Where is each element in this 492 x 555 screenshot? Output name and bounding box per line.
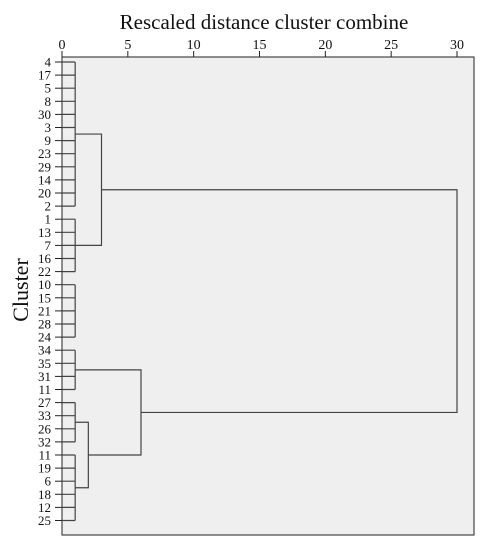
leaf-label: 31 — [38, 369, 51, 384]
leaf-label: 25 — [38, 513, 51, 528]
leaf-label: 17 — [38, 68, 52, 83]
plot-area — [61, 56, 475, 536]
leaf-label: 19 — [38, 461, 51, 476]
chart-title: Rescaled distance cluster combine — [120, 10, 409, 34]
leaf-label: 16 — [38, 251, 52, 266]
dendro-link — [62, 218, 76, 273]
leaf-label: 18 — [38, 487, 51, 502]
dendro-link — [62, 454, 76, 522]
y-axis-label: Cluster — [8, 258, 33, 322]
leaf-label: 13 — [38, 225, 51, 240]
leaf-label: 24 — [38, 330, 52, 345]
dendro-link — [101, 189, 458, 414]
x-tick-label: 0 — [59, 38, 66, 53]
dendro-link — [75, 421, 89, 489]
dendro-link — [62, 61, 76, 207]
leaf-label: 10 — [38, 277, 51, 292]
leaf-label: 12 — [38, 500, 51, 515]
leaf-label: 33 — [38, 408, 51, 423]
leaf-label: 14 — [38, 172, 52, 187]
leaf-label: 8 — [45, 94, 52, 109]
leaf-label: 32 — [38, 434, 51, 449]
leaf-label: 27 — [38, 395, 52, 410]
leaf-label: 23 — [38, 146, 51, 161]
leaf-label: 5 — [45, 81, 52, 96]
leaf-label: 29 — [38, 159, 51, 174]
x-tick-label: 15 — [253, 38, 267, 53]
leaf-label: 6 — [45, 474, 52, 489]
x-tick-label: 5 — [124, 38, 131, 53]
leaf-labels: 4175830392329142021137162210152128243435… — [38, 55, 62, 528]
leaf-label: 2 — [45, 199, 52, 214]
leaf-label: 28 — [38, 317, 51, 332]
dendro-link — [62, 284, 76, 338]
x-tick-label: 20 — [318, 38, 332, 53]
leaf-label: 11 — [38, 448, 51, 463]
dendro-link — [62, 402, 76, 443]
leaf-label: 22 — [38, 264, 51, 279]
x-axis-ticks: 0 5 10 15 20 25 30 — [59, 38, 464, 57]
leaf-label: 26 — [38, 421, 52, 436]
dendrogram-links — [62, 61, 458, 522]
leaf-label: 9 — [45, 133, 52, 148]
leaf-label: 30 — [38, 107, 51, 122]
leaf-label: 20 — [38, 186, 51, 201]
leaf-label: 3 — [45, 120, 52, 135]
dendro-link — [62, 349, 76, 391]
leaf-label: 15 — [38, 290, 51, 305]
x-tick-label: 10 — [187, 38, 201, 53]
leaf-label: 4 — [45, 55, 52, 70]
x-tick-label: 25 — [384, 38, 398, 53]
leaf-label: 1 — [45, 212, 52, 227]
leaf-label: 35 — [38, 356, 51, 371]
leaf-label: 21 — [38, 303, 51, 318]
leaf-label: 34 — [38, 343, 52, 358]
leaf-label: 7 — [45, 238, 52, 253]
leaf-label: 11 — [38, 382, 51, 397]
x-tick-label: 30 — [450, 38, 464, 53]
